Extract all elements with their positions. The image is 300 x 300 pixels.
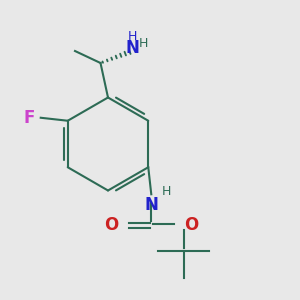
Text: H: H	[139, 37, 148, 50]
Text: N: N	[144, 196, 158, 214]
Text: H: H	[127, 30, 137, 43]
Text: H: H	[162, 185, 172, 198]
Text: O: O	[104, 216, 118, 234]
Text: O: O	[184, 216, 198, 234]
Text: N: N	[125, 39, 139, 57]
Text: F: F	[24, 109, 35, 127]
